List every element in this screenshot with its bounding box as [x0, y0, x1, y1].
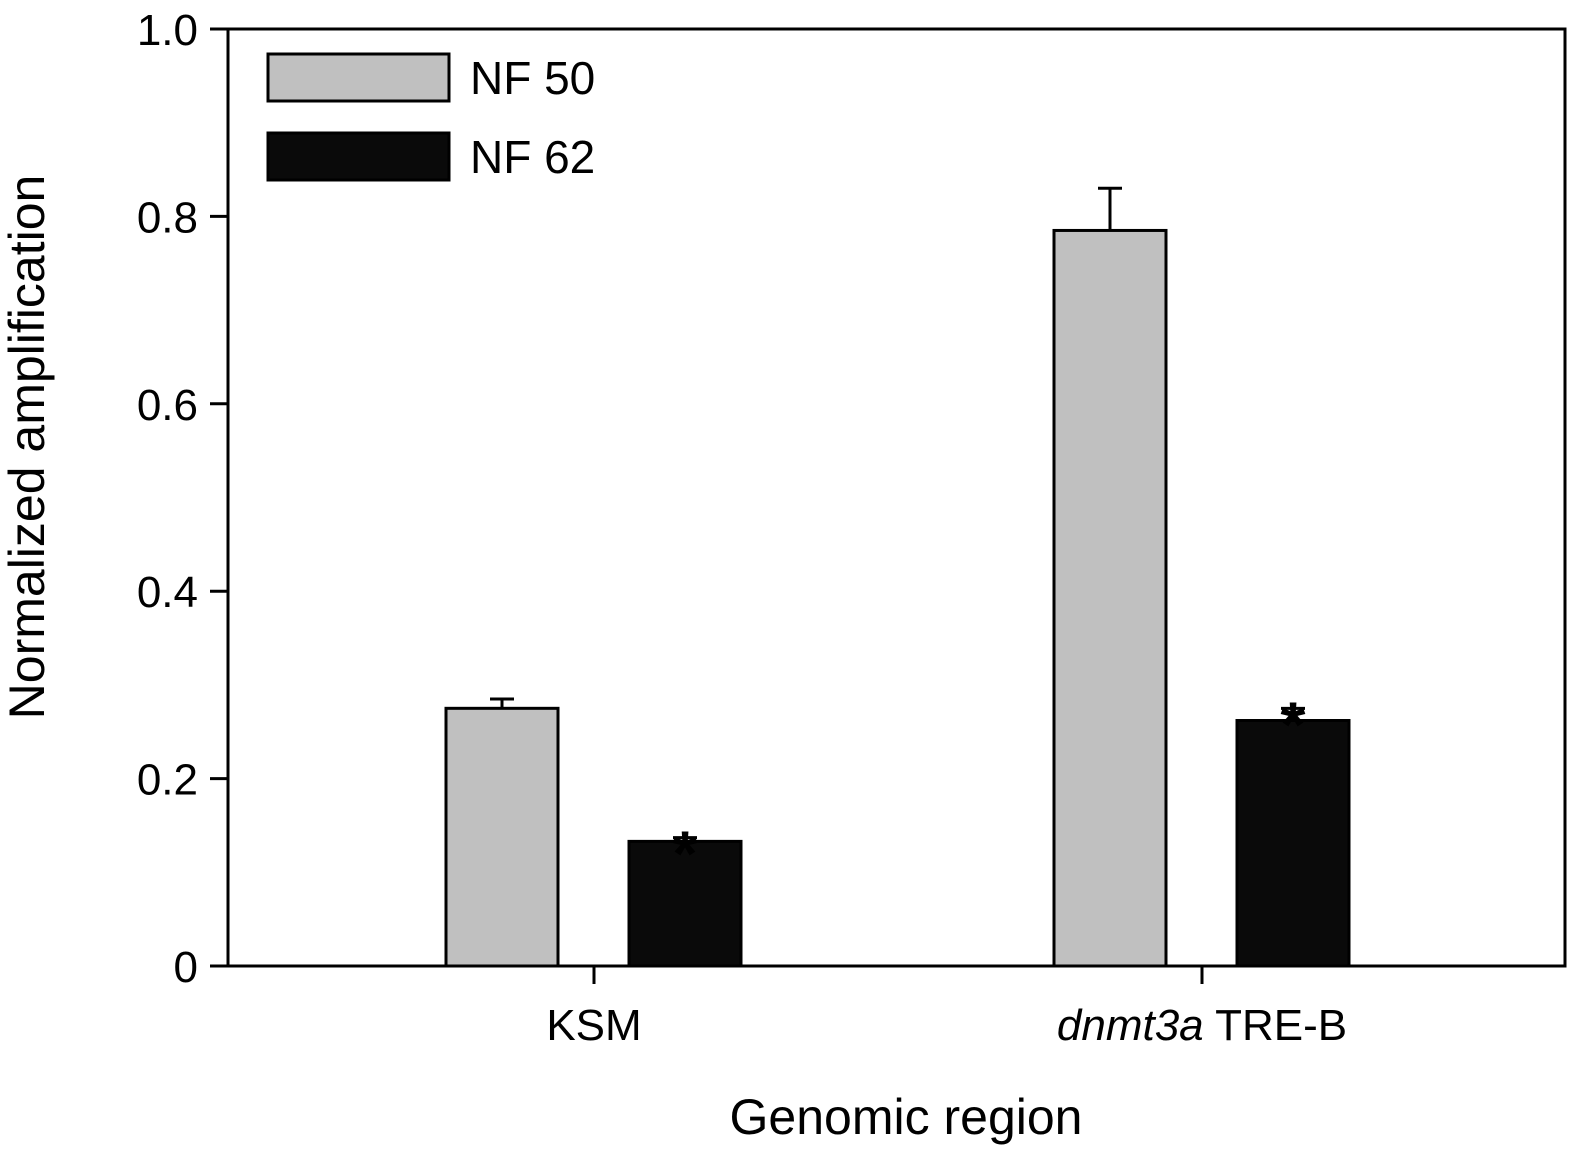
legend-label-nf-50: NF 50 — [470, 52, 595, 104]
category-label-tre-b-text: TRE-B — [1204, 1001, 1347, 1050]
plot-frame — [226, 27, 1567, 968]
y-tick-label-3: 0.6 — [137, 381, 198, 430]
legend-swatch-nf-50 — [266, 52, 451, 103]
category-label-ksm-text: KSM — [546, 1001, 641, 1050]
x-axis-title: Genomic region — [730, 1089, 1083, 1145]
bars-layer: ** — [444, 186, 1351, 968]
y-axis-title: Normalized amplification — [0, 175, 55, 720]
category-label-dnmt3a-italic: dnmt3a — [1057, 1001, 1204, 1050]
legend-label-nf-62: NF 62 — [470, 131, 595, 183]
significance-marker-nf-62-dnmt3a-tre-b: * — [1281, 688, 1306, 760]
axes-layer: 0 0.2 0.4 0.6 0.8 1.0 — [137, 6, 1567, 992]
y-tick-label-1: 0.2 — [137, 756, 198, 805]
bar-nf-62-ksm — [627, 839, 743, 968]
significance-marker-nf-62-ksm: * — [673, 818, 698, 890]
legend-swatch-nf-62 — [266, 131, 451, 182]
bar-nf-50-ksm — [444, 706, 560, 968]
y-tick-label-0: 0 — [174, 943, 198, 992]
y-tick-label-4: 0.8 — [137, 193, 198, 242]
bar-nf-50-dnmt3a-tre-b — [1052, 228, 1168, 968]
category-label-ksm: KSM — [546, 1001, 641, 1050]
y-tick-label-5: 1.0 — [137, 6, 198, 55]
bar-nf-62-dnmt3a-tre-b — [1235, 719, 1351, 968]
y-tick-label-2: 0.4 — [137, 568, 198, 617]
legend: NF 50 NF 62 — [266, 52, 595, 183]
category-label-dnmt3a-tre-b: dnmt3a TRE-B — [1057, 1001, 1347, 1050]
